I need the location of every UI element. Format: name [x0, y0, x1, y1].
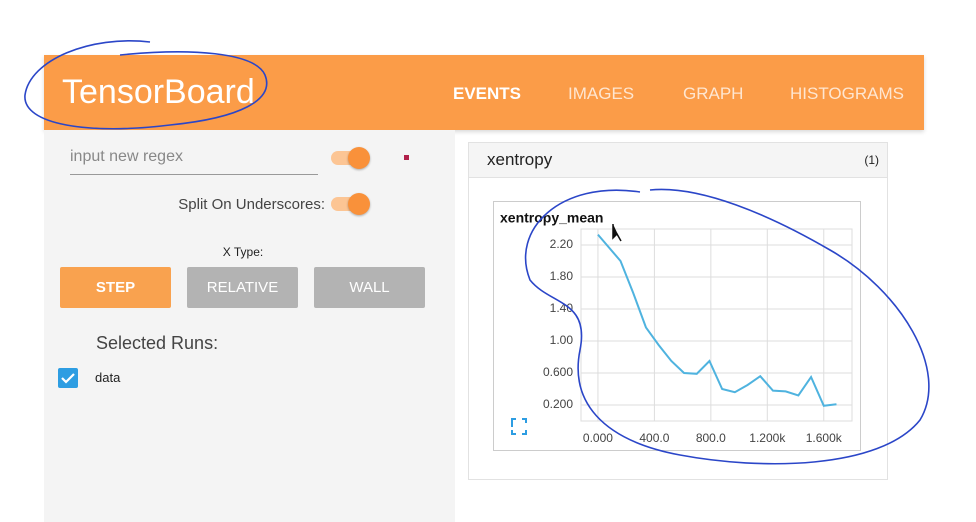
x-type-button[interactable]: RELATIVE: [187, 267, 298, 308]
toggle-knob[interactable]: [348, 147, 370, 169]
x-type-label: X Type:: [222, 245, 264, 259]
x-tick-label: 1.600k: [806, 431, 843, 445]
regex-placeholder: input new regex: [70, 148, 183, 165]
x-tick-label: 800.0: [696, 431, 726, 445]
regex-input[interactable]: input new regex: [70, 148, 318, 175]
panel-title: xentropy: [487, 150, 553, 169]
brand-title[interactable]: TensorBoard: [62, 73, 255, 111]
check-icon: [61, 373, 75, 384]
expand-icon[interactable]: [511, 418, 527, 435]
panel-header[interactable]: xentropy (1): [469, 143, 887, 178]
nav-tab[interactable]: GRAPH: [683, 84, 744, 103]
y-tick-label: 1.80: [550, 269, 574, 283]
run-checkbox[interactable]: [58, 368, 78, 388]
toggle-knob[interactable]: [348, 193, 370, 215]
runs-label: Selected Runs:: [96, 333, 219, 353]
y-tick-label: 0.600: [543, 365, 573, 379]
chart-title: xentropy_mean: [500, 210, 603, 226]
y-tick-label: 2.20: [550, 237, 574, 251]
sidebar: [44, 130, 455, 522]
x-tick-label: 400.0: [639, 431, 669, 445]
x-type-button[interactable]: STEP: [60, 267, 171, 308]
plot-area: [580, 228, 853, 422]
x-tick-label: 1.200k: [749, 431, 786, 445]
chart-card: xentropy_mean 0.200 0.600 1.00 1.40 1.80 2.20…: [493, 201, 861, 451]
chart: xentropy_mean 0.200 0.600 1.00 1.40 1.80 2.20…: [500, 210, 853, 445]
header-bar: TensorBoard EVENTS IMAGES GRAPH HISTOGRA…: [44, 55, 924, 130]
nav-tab[interactable]: EVENTS: [453, 84, 522, 103]
run-name: data: [95, 370, 121, 385]
run-color-dot: [404, 155, 409, 160]
x-tick-label: 0.000: [583, 431, 613, 445]
x-type-button[interactable]: WALL: [314, 267, 425, 308]
nav-tab[interactable]: IMAGES: [568, 84, 635, 103]
split-label: Split On Underscores:: [178, 196, 325, 213]
y-tick-label: 1.40: [550, 301, 574, 315]
y-tick-label: 1.00: [550, 333, 574, 347]
y-tick-label: 0.200: [543, 397, 573, 411]
nav-tab[interactable]: HISTOGRAMS: [790, 84, 904, 103]
panel-count: (1): [864, 153, 879, 167]
